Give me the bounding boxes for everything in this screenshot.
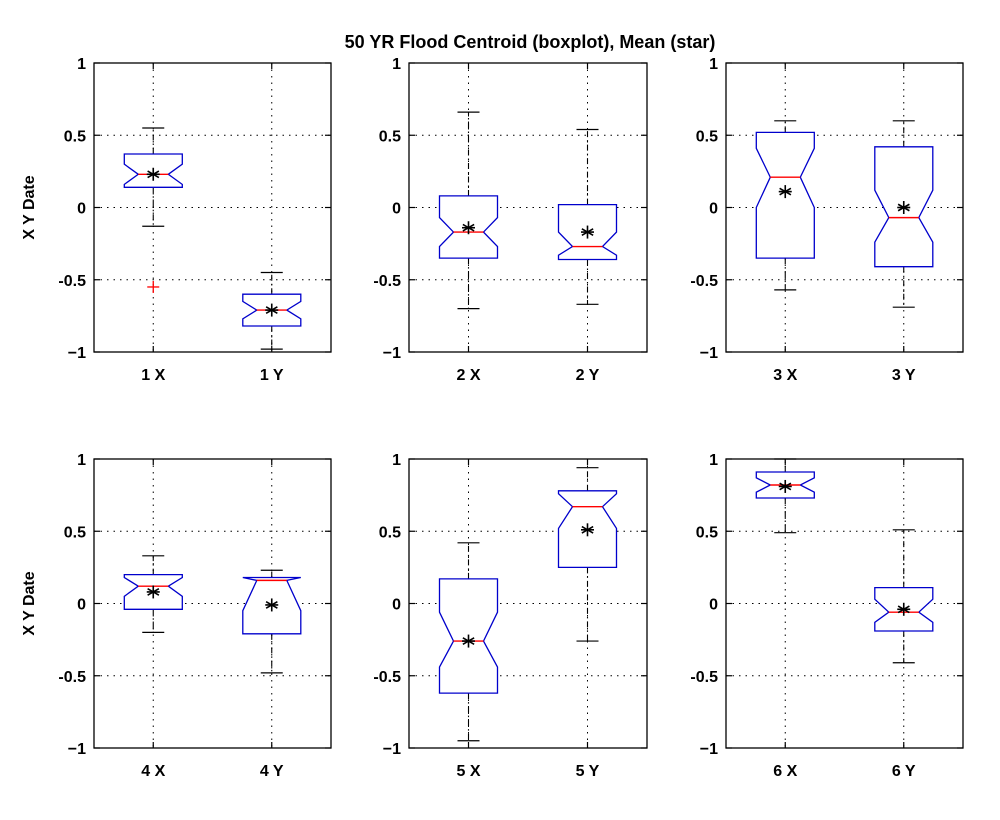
y-tick-label: −1 xyxy=(383,345,401,362)
box-5-y xyxy=(557,467,618,642)
y-tick-label: 0.5 xyxy=(64,128,86,145)
y-tick-label: 1 xyxy=(77,452,86,469)
y-tick-label: 0.5 xyxy=(696,128,718,145)
outlier-marker xyxy=(147,280,160,293)
category-label: 1 Y xyxy=(260,367,284,384)
box-6-y xyxy=(874,529,934,664)
y-tick-label: -0.5 xyxy=(58,273,86,290)
y-tick-label: −1 xyxy=(68,345,86,362)
y-tick-label: 1 xyxy=(709,452,718,469)
mean-star xyxy=(581,523,594,537)
subplot-4: 1 0.5 0 -0.5 −1 4 X 4 Y X Y Date xyxy=(21,452,332,780)
y-tick-label: 1 xyxy=(709,56,718,73)
category-label: 6 X xyxy=(773,763,797,780)
y-tick-label: -0.5 xyxy=(373,273,401,290)
box-3-y xyxy=(874,120,934,308)
y-tick-label: -0.5 xyxy=(373,669,401,686)
mean-star xyxy=(146,167,160,181)
mean-star xyxy=(265,598,279,612)
mean-star xyxy=(462,634,475,648)
box-1-y xyxy=(242,271,302,350)
category-label: 3 Y xyxy=(892,367,916,384)
box-4-y xyxy=(242,569,302,674)
mean-star xyxy=(581,225,594,239)
box-2-x xyxy=(438,111,499,310)
category-label: 5 X xyxy=(456,763,480,780)
y-tick-label: 0 xyxy=(77,201,86,218)
category-label: 4 Y xyxy=(260,763,284,780)
category-label: 1 X xyxy=(141,367,165,384)
mean-star xyxy=(146,585,160,599)
y-tick-label: 0 xyxy=(709,201,718,218)
subplot-6: 1 0.5 0 -0.5 −1 6 X 6 Y xyxy=(690,452,964,780)
box-6-x xyxy=(755,458,815,534)
figure-title: 50 YR Flood Centroid (boxplot), Mean (st… xyxy=(345,32,716,52)
y-tick-label: −1 xyxy=(68,741,86,758)
y-axis-label: X Y Date xyxy=(21,175,38,239)
mean-star xyxy=(265,303,279,317)
box-3-x xyxy=(755,120,815,291)
y-tick-label: 0.5 xyxy=(696,524,718,541)
box-2-y xyxy=(557,128,618,305)
subplot-5: 1 0.5 0 -0.5 −1 5 X 5 Y xyxy=(373,452,648,780)
y-tick-label: -0.5 xyxy=(58,669,86,686)
y-tick-label: 0 xyxy=(392,597,401,614)
y-tick-label: −1 xyxy=(700,345,718,362)
y-tick-label: 0 xyxy=(709,597,718,614)
y-tick-label: 0 xyxy=(392,201,401,218)
category-label: 2 X xyxy=(456,367,480,384)
y-tick-label: −1 xyxy=(383,741,401,758)
mean-star xyxy=(897,602,911,616)
y-tick-label: 0.5 xyxy=(379,128,401,145)
y-tick-label: 0.5 xyxy=(64,524,86,541)
category-label: 3 X xyxy=(773,367,797,384)
y-tick-label: 1 xyxy=(392,56,401,73)
subplot-2: 1 0.5 0 -0.5 −1 2 X 2 Y xyxy=(373,56,648,384)
subplot-grid: 1 0.5 0 -0.5 −1 1 X 1 Y X Y Date 1 0.5 0 -0.5 −1 2 X 2… xyxy=(21,56,964,780)
category-label: 2 Y xyxy=(576,367,600,384)
y-tick-label: −1 xyxy=(700,741,718,758)
box-5-x xyxy=(438,542,499,742)
category-label: 6 Y xyxy=(892,763,916,780)
category-label: 4 X xyxy=(141,763,165,780)
y-tick-label: 1 xyxy=(392,452,401,469)
category-label: 5 Y xyxy=(576,763,600,780)
subplot-3: 1 0.5 0 -0.5 −1 3 X 3 Y xyxy=(690,56,964,384)
box-1-x xyxy=(123,127,183,293)
y-tick-label: -0.5 xyxy=(690,273,718,290)
y-tick-label: 0.5 xyxy=(379,524,401,541)
y-tick-label: 1 xyxy=(77,56,86,73)
subplot-1: 1 0.5 0 -0.5 −1 1 X 1 Y X Y Date xyxy=(21,56,332,384)
mean-star xyxy=(462,221,475,235)
y-tick-label: -0.5 xyxy=(690,669,718,686)
mean-star xyxy=(778,185,792,199)
box-4-x xyxy=(123,555,183,634)
mean-star xyxy=(897,201,911,214)
mean-star xyxy=(778,479,792,493)
y-tick-label: 0 xyxy=(77,597,86,614)
y-axis-label: X Y Date xyxy=(21,571,38,635)
